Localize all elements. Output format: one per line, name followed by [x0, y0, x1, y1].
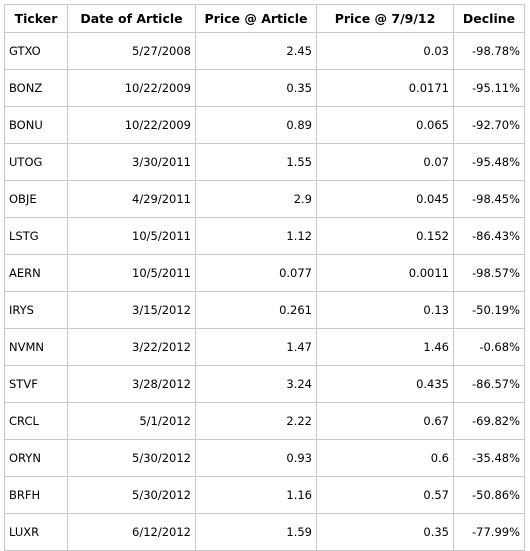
cell-decline: -92.70% [453, 106, 525, 144]
cell-ticker: OBJE [4, 180, 68, 218]
cell-decline: -50.86% [453, 476, 525, 514]
table-row: UTOG 3/30/2011 1.55 0.07 -95.48% [4, 143, 525, 181]
cell-price-at-article: 0.077 [195, 254, 317, 292]
cell-price-current: 0.0011 [316, 254, 454, 292]
cell-price-current: 0.13 [316, 291, 454, 329]
header-decline: Decline [453, 4, 525, 33]
header-price-at-article: Price @ Article [195, 4, 317, 33]
cell-decline: -86.43% [453, 217, 525, 255]
header-row: Ticker Date of Article Price @ Article P… [4, 4, 525, 33]
cell-price-current: 0.435 [316, 365, 454, 403]
cell-price-at-article: 1.12 [195, 217, 317, 255]
table-row: LUXR 6/12/2012 1.59 0.35 -77.99% [4, 513, 525, 551]
cell-decline: -35.48% [453, 439, 525, 477]
cell-price-current: 1.46 [316, 328, 454, 366]
cell-ticker: BONU [4, 106, 68, 144]
cell-date-of-article: 10/5/2011 [67, 217, 196, 255]
cell-decline: -98.45% [453, 180, 525, 218]
cell-decline: -50.19% [453, 291, 525, 329]
header-price-at-current: Price @ 7/9/12 [316, 4, 454, 33]
table-row: ORYN 5/30/2012 0.93 0.6 -35.48% [4, 439, 525, 477]
cell-price-at-article: 1.59 [195, 513, 317, 551]
header-date-of-article: Date of Article [67, 4, 196, 33]
cell-ticker: AERN [4, 254, 68, 292]
cell-decline: -98.57% [453, 254, 525, 292]
cell-date-of-article: 10/5/2011 [67, 254, 196, 292]
cell-ticker: CRCL [4, 402, 68, 440]
cell-ticker: LSTG [4, 217, 68, 255]
table-row: IRYS 3/15/2012 0.261 0.13 -50.19% [4, 291, 525, 329]
table-row: LSTG 10/5/2011 1.12 0.152 -86.43% [4, 217, 525, 255]
cell-price-current: 0.35 [316, 513, 454, 551]
cell-price-at-article: 3.24 [195, 365, 317, 403]
cell-date-of-article: 5/1/2012 [67, 402, 196, 440]
cell-price-at-article: 0.93 [195, 439, 317, 477]
cell-price-current: 0.065 [316, 106, 454, 144]
cell-date-of-article: 10/22/2009 [67, 69, 196, 107]
cell-date-of-article: 3/30/2011 [67, 143, 196, 181]
cell-decline: -0.68% [453, 328, 525, 366]
table-row: OBJE 4/29/2011 2.9 0.045 -98.45% [4, 180, 525, 218]
cell-price-current: 0.6 [316, 439, 454, 477]
cell-price-at-article: 2.22 [195, 402, 317, 440]
cell-price-at-article: 1.55 [195, 143, 317, 181]
cell-price-current: 0.07 [316, 143, 454, 181]
cell-ticker: BRFH [4, 476, 68, 514]
table-row: BRFH 5/30/2012 1.16 0.57 -50.86% [4, 476, 525, 514]
table-row: STVF 3/28/2012 3.24 0.435 -86.57% [4, 365, 525, 403]
cell-date-of-article: 3/28/2012 [67, 365, 196, 403]
cell-price-at-article: 1.16 [195, 476, 317, 514]
cell-ticker: UTOG [4, 143, 68, 181]
cell-ticker: NVMN [4, 328, 68, 366]
cell-ticker: IRYS [4, 291, 68, 329]
cell-price-current: 0.152 [316, 217, 454, 255]
cell-date-of-article: 5/30/2012 [67, 476, 196, 514]
header-ticker: Ticker [4, 4, 68, 33]
cell-decline: -77.99% [453, 513, 525, 551]
cell-price-current: 0.57 [316, 476, 454, 514]
cell-date-of-article: 10/22/2009 [67, 106, 196, 144]
cell-ticker: GTXO [4, 32, 68, 70]
cell-ticker: STVF [4, 365, 68, 403]
table-row: NVMN 3/22/2012 1.47 1.46 -0.68% [4, 328, 525, 366]
cell-price-current: 0.0171 [316, 69, 454, 107]
stock-decline-table: Ticker Date of Article Price @ Article P… [4, 4, 525, 551]
cell-date-of-article: 5/30/2012 [67, 439, 196, 477]
cell-price-at-article: 0.89 [195, 106, 317, 144]
table-row: BONZ 10/22/2009 0.35 0.0171 -95.11% [4, 69, 525, 107]
cell-price-current: 0.03 [316, 32, 454, 70]
cell-decline: -95.11% [453, 69, 525, 107]
cell-price-at-article: 0.261 [195, 291, 317, 329]
cell-ticker: LUXR [4, 513, 68, 551]
cell-decline: -98.78% [453, 32, 525, 70]
cell-date-of-article: 6/12/2012 [67, 513, 196, 551]
cell-price-at-article: 0.35 [195, 69, 317, 107]
stock-decline-table-container: Ticker Date of Article Price @ Article P… [4, 4, 525, 551]
cell-date-of-article: 3/15/2012 [67, 291, 196, 329]
cell-ticker: ORYN [4, 439, 68, 477]
table-row: GTXO 5/27/2008 2.45 0.03 -98.78% [4, 32, 525, 70]
cell-decline: -86.57% [453, 365, 525, 403]
cell-price-at-article: 2.9 [195, 180, 317, 218]
cell-date-of-article: 5/27/2008 [67, 32, 196, 70]
table-header: Ticker Date of Article Price @ Article P… [4, 4, 525, 33]
cell-price-current: 0.045 [316, 180, 454, 218]
table-row: BONU 10/22/2009 0.89 0.065 -92.70% [4, 106, 525, 144]
cell-date-of-article: 3/22/2012 [67, 328, 196, 366]
cell-price-current: 0.67 [316, 402, 454, 440]
cell-date-of-article: 4/29/2011 [67, 180, 196, 218]
cell-price-at-article: 1.47 [195, 328, 317, 366]
cell-ticker: BONZ [4, 69, 68, 107]
cell-price-at-article: 2.45 [195, 32, 317, 70]
cell-decline: -95.48% [453, 143, 525, 181]
table-row: AERN 10/5/2011 0.077 0.0011 -98.57% [4, 254, 525, 292]
table-body: GTXO 5/27/2008 2.45 0.03 -98.78% BONZ 10/22/20… [4, 32, 525, 551]
table-row: CRCL 5/1/2012 2.22 0.67 -69.82% [4, 402, 525, 440]
cell-decline: -69.82% [453, 402, 525, 440]
